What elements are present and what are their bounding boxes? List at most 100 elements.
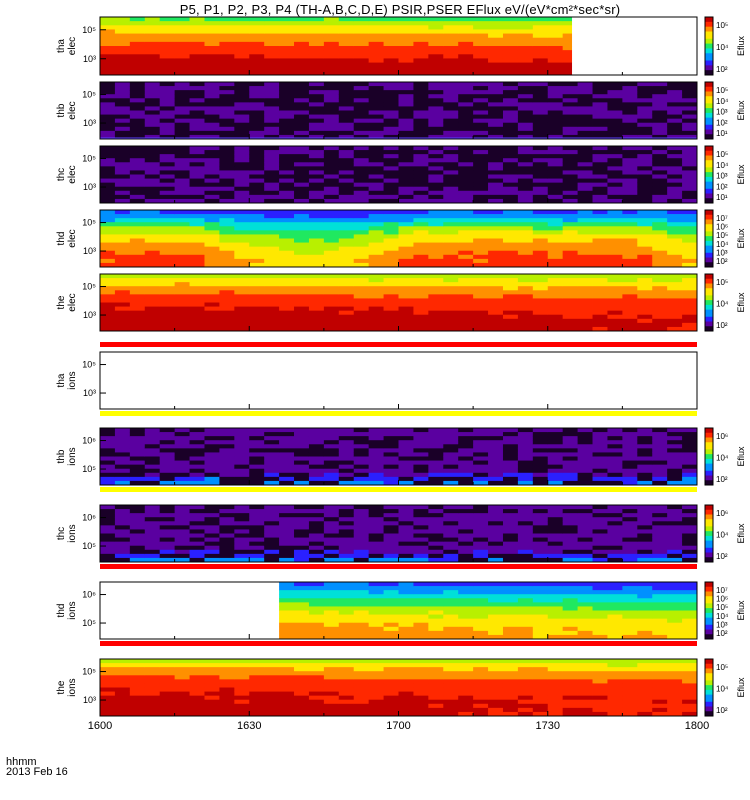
heatmap-cell [532,541,549,547]
heatmap-cell [488,703,504,709]
colorbar-segment [705,328,713,332]
heatmap-cell [204,521,220,526]
colorbar-segment [705,514,713,518]
heatmap-cell [368,659,384,664]
colorbar-tick-label: 10² [716,475,728,484]
heatmap-cell [532,226,549,231]
heatmap-cell [323,448,340,453]
heatmap-cell [114,278,131,283]
heatmap-cell [488,150,504,155]
heatmap-cell [174,33,190,39]
heatmap-cell [308,683,325,688]
heatmap-cell [279,274,295,279]
heatmap-cell [547,106,564,111]
heatmap-cell [189,703,205,709]
heatmap-cell [667,590,683,595]
heatmap-cell [264,521,280,526]
heatmap-cell [398,659,414,664]
heatmap-cell [622,505,638,510]
heatmap-cell [473,594,489,599]
heatmap-cell [682,476,698,482]
heatmap-cell [607,262,623,268]
heatmap-cell [189,436,205,441]
heatmap-cell [219,46,235,51]
heatmap-cell [607,246,623,252]
heatmap-cell [413,122,429,128]
heatmap-cell [294,194,310,200]
heatmap-cell [308,46,325,51]
colorbar-segment [705,458,713,462]
heatmap-cell [159,158,176,163]
heatmap-cell [234,214,250,219]
heatmap-cell [144,130,161,136]
heatmap-cell [159,126,176,132]
heatmap-cell [114,428,131,433]
heatmap-cell [264,282,280,287]
heatmap-cell [398,210,414,215]
heatmap-cell [204,130,220,136]
heatmap-cell [174,306,190,312]
heatmap-cell [443,17,459,22]
heatmap-cell [353,50,370,55]
heatmap-cell [502,513,519,518]
heatmap-cell [383,286,399,291]
heatmap-cell [219,182,235,188]
heatmap-cell [204,480,220,486]
heatmap-cell [100,322,116,328]
heatmap-cell [219,480,235,486]
y-tick-label: 10⁵ [82,25,96,35]
heatmap-cell [129,306,146,312]
heatmap-cell [234,190,250,196]
heatmap-cell [174,480,190,486]
heatmap-cell [458,210,474,215]
heatmap-cell [129,687,146,692]
heatmap-cell [488,541,504,547]
heatmap-cell [249,234,265,239]
heatmap-cell [562,582,578,587]
heatmap-cell [547,298,564,303]
heatmap-cell [622,634,638,640]
heatmap-cell [473,110,489,115]
colorbar-segment [705,224,713,228]
heatmap-cell [323,62,340,68]
heatmap-cell [249,464,265,470]
heatmap-cell [264,126,280,132]
heatmap-cell [144,278,161,283]
heatmap-cell [204,178,220,184]
heatmap-cell [114,90,131,95]
heatmap-cell [637,258,653,264]
heatmap-cell [368,671,384,676]
heatmap-cell [234,286,250,291]
colorbar-segment [705,586,713,590]
heatmap-cell [488,594,504,599]
heatmap-cell [637,154,653,159]
heatmap-cell [517,634,534,640]
heatmap-cell [338,663,355,668]
heatmap-cell [114,432,131,437]
heatmap-cell [323,590,340,595]
heatmap-cell [652,440,668,445]
heatmap-cell [547,158,564,163]
heatmap-cell [428,456,444,461]
heatmap-cell [443,472,459,478]
heatmap-cell [338,154,355,159]
heatmap-cell [682,626,698,632]
heatmap-cell [100,86,116,91]
heatmap-cell [502,126,519,132]
heatmap-cell [652,174,668,179]
heatmap-cell [219,294,235,299]
heatmap-cell [682,158,698,163]
heatmap-cell [547,618,564,624]
heatmap-cell [368,178,384,184]
heatmap-cell [652,282,668,287]
heatmap-cell [652,122,668,128]
heatmap-cell [547,598,564,603]
heatmap-cell [144,218,161,223]
heatmap-cell [234,222,250,227]
heatmap-cell [234,687,250,692]
heatmap-cell [517,194,534,200]
heatmap-cell [338,310,355,316]
heatmap-cell [144,106,161,111]
heatmap-cell [204,86,220,91]
heatmap-cell [458,683,474,688]
